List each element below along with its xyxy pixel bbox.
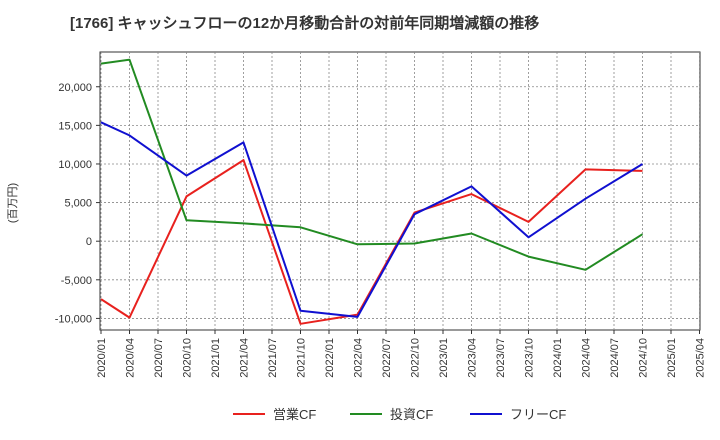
x-tick-label: 2022/04 — [353, 338, 365, 378]
x-tick-label: 2024/04 — [581, 338, 593, 378]
x-tick-label: 2023/10 — [524, 338, 536, 378]
x-tick-label: 2023/01 — [438, 338, 450, 378]
x-tick-label: 2022/10 — [410, 338, 422, 378]
x-axis-ticks: 2020/01 2020/04 2020/07 2020/10 2021/01 2021/… — [96, 330, 707, 378]
x-tick-label: 2020/07 — [153, 338, 165, 378]
x-tick-label: 2024/01 — [552, 338, 564, 378]
x-tick-label: 2022/01 — [324, 338, 336, 378]
x-tick-label: 2023/07 — [495, 338, 507, 378]
y-axis-ticks: -10,000 -5,000 0 5,000 10,000 15,000 20,000 — [55, 82, 100, 325]
y-tick-label: 20,000 — [58, 82, 92, 94]
x-tick-label: 2021/01 — [210, 338, 222, 378]
y-tick-label: 10,000 — [58, 159, 92, 171]
x-tick-label: 2025/01 — [666, 338, 678, 378]
legend-label: 投資CF — [390, 407, 433, 422]
x-tick-label: 2024/10 — [638, 338, 650, 378]
y-tick-label: 5,000 — [64, 198, 92, 210]
x-tick-label: 2024/07 — [609, 338, 621, 378]
x-tick-label: 2023/04 — [467, 338, 479, 378]
y-tick-label: 15,000 — [58, 120, 92, 132]
y-tick-label: -5,000 — [61, 275, 92, 287]
series-line-営業CF — [100, 159, 643, 325]
x-tick-label: 2020/01 — [96, 338, 108, 378]
y-tick-label: 0 — [86, 236, 92, 248]
x-tick-label: 2021/07 — [267, 338, 279, 378]
x-tick-label: 2022/07 — [381, 338, 393, 378]
x-tick-label: 2020/10 — [182, 338, 194, 378]
x-tick-label: 2025/04 — [695, 338, 707, 378]
legend-label: フリーCF — [510, 407, 566, 422]
legend: 営業CF 投資CF フリーCF — [233, 407, 566, 422]
series-line-投資CF — [100, 58, 644, 271]
y-axis-label: (百万円) — [7, 183, 19, 223]
x-tick-label: 2021/04 — [239, 338, 251, 378]
series-line-フリーCF — [100, 121, 644, 318]
legend-label: 営業CF — [273, 407, 316, 422]
chart-title: [1766] キャッシュフローの12か月移動合計の対前年同期増減額の推移 — [70, 14, 539, 32]
series-group — [100, 58, 644, 325]
y-tick-label: -10,000 — [55, 313, 92, 325]
x-tick-label: 2020/04 — [125, 338, 137, 378]
x-tick-label: 2021/10 — [296, 338, 308, 378]
plot-area — [99, 51, 701, 331]
